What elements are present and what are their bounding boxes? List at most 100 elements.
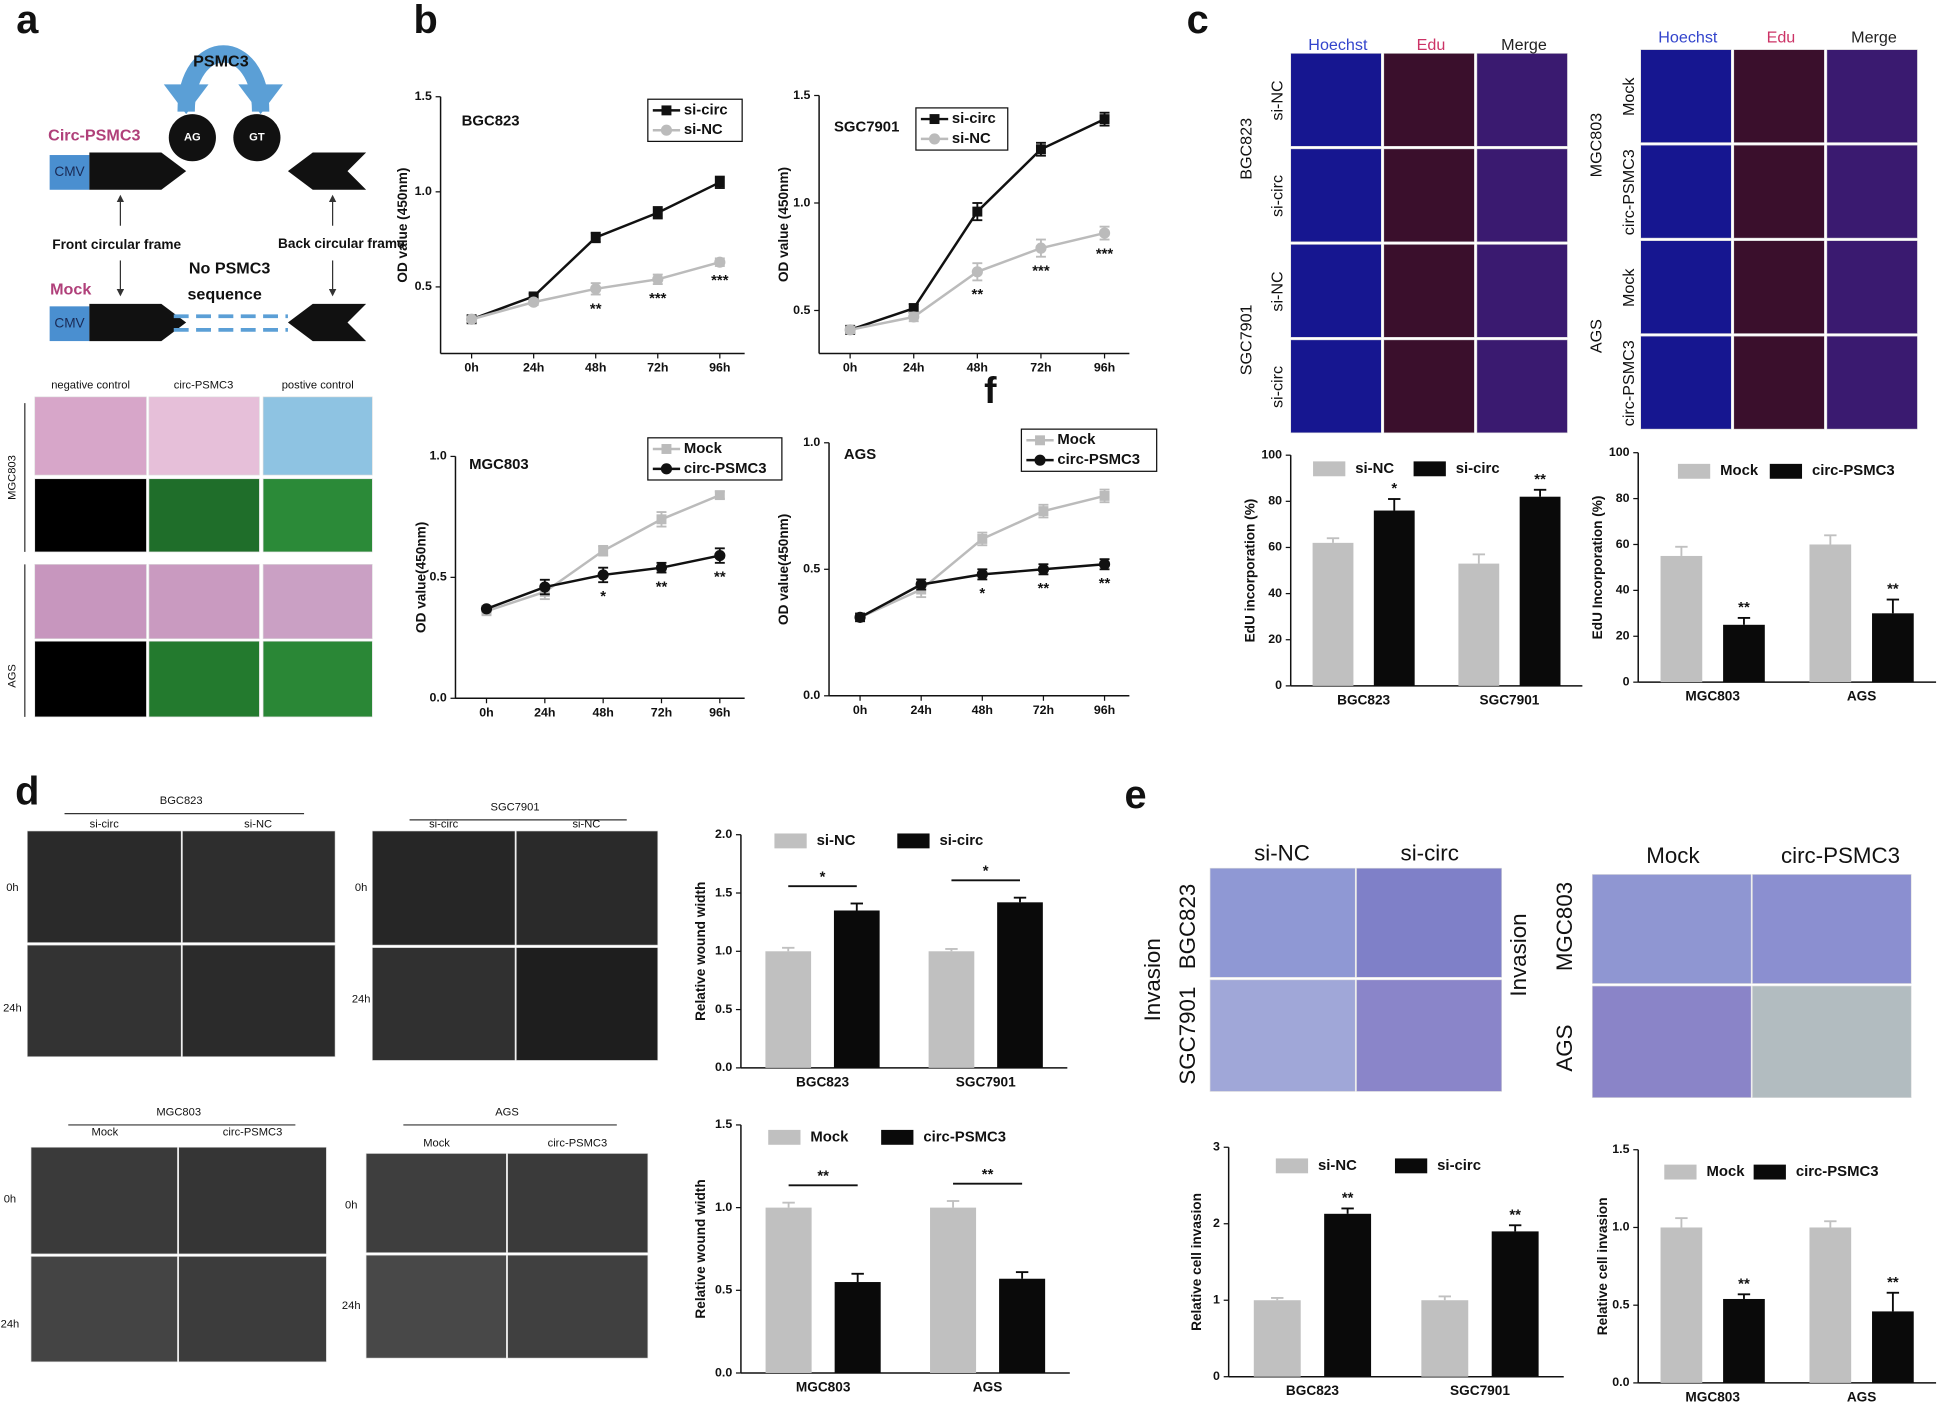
point xyxy=(1037,563,1050,575)
bar xyxy=(833,910,880,1068)
point xyxy=(480,603,493,615)
y-tick-label: 1.0 xyxy=(430,449,447,463)
bar xyxy=(1809,1227,1852,1383)
label: Edu xyxy=(1767,29,1796,47)
y-tick-label: 0.5 xyxy=(715,1283,732,1297)
label: MGC803 xyxy=(156,1106,201,1118)
bar xyxy=(1660,555,1703,683)
micrograph xyxy=(30,1146,178,1255)
legend-swatch xyxy=(774,833,807,849)
x-tick-label: 24h xyxy=(523,361,544,375)
x-tick-label: SGC7901 xyxy=(956,1074,1016,1089)
chart-title: BGC823 xyxy=(462,113,520,129)
y-tick-label: 1 xyxy=(1213,1293,1220,1307)
legend-swatch xyxy=(1769,463,1803,479)
front-frame xyxy=(89,152,187,190)
y-tick-label: 0.5 xyxy=(415,279,432,293)
significance: ** xyxy=(1887,1275,1899,1291)
bar xyxy=(1723,624,1765,683)
micrograph xyxy=(26,944,182,1058)
y-tick-label: 1.5 xyxy=(793,88,810,102)
micrograph xyxy=(1752,985,1912,1098)
panel-letter: c xyxy=(1187,0,1209,42)
micrograph xyxy=(1733,144,1825,239)
y-tick-label: 2.0 xyxy=(715,827,732,841)
label: SGC7901 xyxy=(1175,987,1200,1085)
x-tick-label: MGC803 xyxy=(796,1379,851,1394)
label: CMV xyxy=(54,315,85,330)
label: Mock xyxy=(1646,843,1700,868)
label: PSMC3 xyxy=(193,52,249,70)
label: MGC803 xyxy=(1588,113,1606,177)
bar xyxy=(1458,563,1500,686)
bar xyxy=(1660,1227,1703,1383)
label: circ-PSMC3 xyxy=(548,1137,608,1149)
micrograph xyxy=(1356,867,1503,978)
bar xyxy=(1872,1311,1914,1383)
micrograph xyxy=(26,830,182,943)
label: postive control xyxy=(282,380,354,392)
legend-label: si-circ xyxy=(1456,461,1500,477)
micrograph xyxy=(1290,148,1382,243)
y-tick-label: 80 xyxy=(1268,494,1282,508)
micrograph xyxy=(1733,240,1825,334)
label: Edu xyxy=(1417,36,1446,54)
micrograph xyxy=(262,640,373,718)
back-frame xyxy=(287,303,367,342)
point xyxy=(1035,242,1047,254)
y-tick-label: 40 xyxy=(1268,586,1282,600)
x-tick-label: 24h xyxy=(534,705,555,719)
legend-swatch xyxy=(1677,463,1711,479)
micrograph xyxy=(34,396,147,476)
label: 24h xyxy=(3,1002,22,1014)
y-tick-label: 1.0 xyxy=(1612,1220,1629,1234)
micrograph xyxy=(148,478,260,553)
chart-title: SGC7901 xyxy=(834,120,899,136)
label: SGC7901 xyxy=(491,801,540,813)
micrograph xyxy=(30,1256,178,1363)
promoter-box xyxy=(49,306,90,342)
y-tick-label: 0.5 xyxy=(793,303,810,317)
x-tick-label: BGC823 xyxy=(1286,1383,1339,1398)
x-tick-label: MGC803 xyxy=(1685,1389,1740,1404)
significance: *** xyxy=(711,273,729,289)
y-axis-label: OD value(450nm) xyxy=(776,514,791,625)
y-tick-label: 0.5 xyxy=(715,1002,732,1016)
micrograph xyxy=(1591,874,1752,984)
y-tick-label: 1.5 xyxy=(715,1117,732,1131)
micrograph xyxy=(1356,979,1503,1092)
micrograph xyxy=(148,640,260,718)
point xyxy=(652,273,664,285)
micrograph xyxy=(1209,979,1356,1092)
significance: ** xyxy=(972,287,984,303)
significance: * xyxy=(820,869,826,885)
point xyxy=(1034,454,1046,466)
label: MGC803 xyxy=(1552,882,1577,971)
x-tick-label: 48h xyxy=(592,705,613,719)
bar xyxy=(834,1282,881,1373)
micrograph xyxy=(515,830,659,946)
panel-letter: d xyxy=(15,769,39,813)
micrograph xyxy=(182,830,336,943)
point xyxy=(590,232,601,243)
micrograph xyxy=(178,1256,327,1363)
point xyxy=(977,533,988,544)
bar xyxy=(999,1278,1046,1373)
line xyxy=(471,181,721,321)
y-tick-label: 0.5 xyxy=(803,562,820,576)
label: Mock xyxy=(50,280,91,298)
label: 0h xyxy=(6,882,18,894)
legend-label: si-circ xyxy=(684,102,728,118)
y-axis-label: Relative cell invasion xyxy=(1595,1197,1610,1335)
x-tick-label: 0h xyxy=(843,361,857,375)
significance: ** xyxy=(1738,1276,1750,1292)
label: sequence xyxy=(187,285,261,303)
x-tick-label: 72h xyxy=(1030,361,1051,375)
label: Invasion xyxy=(1506,913,1531,996)
significance: *** xyxy=(1032,264,1050,280)
micrograph xyxy=(1640,144,1732,239)
y-tick-label: 1.0 xyxy=(803,435,820,449)
significance: ** xyxy=(1099,576,1111,592)
bar xyxy=(930,1207,977,1373)
legend-swatch xyxy=(1753,1164,1786,1180)
